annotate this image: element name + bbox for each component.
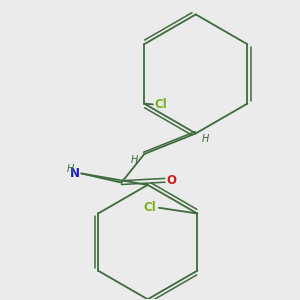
Text: H: H (66, 164, 74, 174)
Text: H: H (202, 134, 209, 144)
Text: H: H (131, 155, 138, 165)
Text: Cl: Cl (143, 201, 156, 214)
Text: Cl: Cl (154, 98, 167, 111)
Text: O: O (167, 174, 177, 187)
Text: N: N (70, 167, 80, 180)
